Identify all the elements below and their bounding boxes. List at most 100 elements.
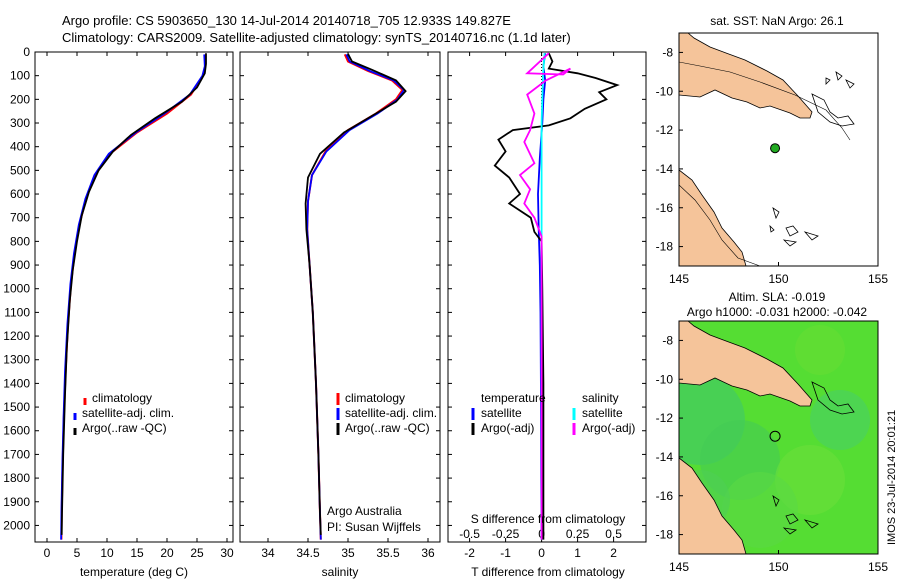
depth-tick-label: 900	[10, 258, 30, 272]
lat-tick-label: -14	[656, 162, 674, 176]
s-diff-xlabel: S difference from climatology	[471, 512, 626, 526]
louisiade-islands	[811, 381, 855, 415]
lat-tick-label: -10	[656, 372, 674, 386]
sla-map-lat-ticks: -8 -10 -12 -14 -16 -18	[656, 333, 683, 542]
difference-legend: temperature salinity satellite Argo(-adj…	[471, 391, 635, 435]
x-tick-label: 0	[44, 546, 51, 560]
depth-tick-label: 1600	[3, 424, 30, 438]
legend-label-satellite: satellite-adj. clim.	[345, 406, 437, 420]
salinity-series	[304, 53, 407, 540]
queensland-land	[679, 169, 747, 266]
lon-tick-label: 155	[868, 560, 888, 574]
s-tick-label: -0.25	[492, 527, 520, 541]
lat-tick-label: -16	[656, 201, 674, 215]
salinity-frame	[239, 51, 441, 543]
float-location-marker	[769, 430, 781, 442]
sla-field-cell	[722, 472, 798, 548]
legend-label-s-satellite: satellite	[582, 406, 623, 420]
lat-tick-label: -14	[656, 450, 674, 464]
float-location-marker	[770, 143, 781, 154]
depth-tick-label: 1800	[3, 471, 30, 485]
s-tick-label: 0.5	[605, 527, 622, 541]
x-tick-label: 35.5	[376, 546, 400, 560]
sla-map-lon-ticks: 145 150 155	[669, 550, 888, 574]
sla-map-title-1: Altim. SLA: -0.019	[729, 290, 826, 304]
x-tick-label: 30	[220, 546, 234, 560]
new-guinea-land	[679, 33, 813, 119]
lat-tick-label: -18	[656, 240, 674, 254]
t-diff-ticks: -2 -1 0 1 2	[464, 52, 617, 560]
pi-label: PI: Susan Wijffels	[327, 520, 421, 534]
x-tick-label: 34.5	[296, 546, 320, 560]
depth-tick-label: 1100	[4, 305, 30, 319]
lat-tick-label: -18	[656, 528, 674, 542]
legend-header-temperature: temperature	[481, 391, 546, 405]
x-tick-label: 35	[341, 546, 355, 560]
x-tick-label: 36	[421, 546, 435, 560]
salinity-ticks: 34 34.5 35 35.5 36	[261, 52, 435, 560]
s-tick-label: -0.5	[459, 527, 480, 541]
salinity-legend: climatology satellite-adj. clim. Argo(..…	[336, 391, 437, 435]
x-tick-label: 0	[538, 546, 545, 560]
legend-label-t-argo: Argo(-adj)	[481, 421, 534, 435]
diff-depth-ticks	[448, 51, 646, 526]
coral-islands	[772, 495, 819, 535]
depth-tick-label: 200	[10, 92, 30, 106]
series-line-s-argo-adj-	[518, 52, 571, 540]
legend-label-satellite: satellite-adj. clim.	[82, 406, 174, 420]
legend-label-climatology: climatology	[345, 391, 405, 405]
x-tick-label: -2	[464, 546, 475, 560]
sla-map-field	[679, 321, 878, 554]
x-tick-label: 25	[190, 546, 204, 560]
x-tick-label: 2	[610, 546, 617, 560]
x-tick-label: 5	[74, 546, 81, 560]
x-tick-label: 1	[574, 546, 581, 560]
difference-panel: -2 -1 0 1 2 -0.5 -0.25 0 0.25 0.5 temperature sa…	[447, 51, 647, 579]
depth-tick-label: 500	[10, 163, 30, 177]
depth-ticks: 0 100 200 300 400 500 600 700 800 900 1000 1100 1200…	[3, 45, 233, 532]
salinity-xlabel: salinity	[322, 565, 359, 579]
series-line-argo-raw-qc-	[60, 53, 207, 535]
lon-tick-label: 155	[868, 272, 888, 286]
louisiade-islands	[811, 71, 855, 127]
lat-tick-label: -12	[656, 411, 674, 425]
x-tick-label: 34	[261, 546, 275, 560]
depth-tick-label: 1500	[3, 400, 30, 414]
depth-tick-label: 400	[10, 140, 30, 154]
sla-map-panel: Altim. SLA: -0.019 Argo h1000: -0.031 h2…	[656, 290, 889, 574]
depth-tick-label: 100	[10, 69, 30, 83]
temperature-frame	[34, 51, 234, 543]
sla-field-cell	[795, 325, 845, 375]
legend-label-climatology: climatology	[92, 391, 152, 405]
depth-tick-label: 300	[10, 116, 30, 130]
x-tick-label: -1	[500, 546, 511, 560]
lat-tick-label: -8	[662, 45, 673, 59]
sla-map-title-2: Argo h1000: -0.031 h2000: -0.042	[687, 305, 867, 319]
t-diff-xlabel: T difference from climatology	[471, 565, 625, 579]
temperature-ticks: 0 5 10 15 20 25 30	[44, 52, 234, 560]
depth-tick-label: 1700	[3, 447, 30, 461]
header-line1: Argo profile: CS 5903650_130 14-Jul-2014…	[62, 13, 511, 28]
x-tick-label: 10	[100, 546, 114, 560]
depth-tick-label: 1900	[3, 495, 30, 509]
sla-field-cell	[810, 390, 870, 450]
new-guinea-land	[679, 321, 813, 407]
temperature-series	[60, 53, 207, 540]
lat-tick-label: -10	[656, 84, 674, 98]
legend-header-salinity: salinity	[582, 391, 619, 405]
difference-series	[493, 52, 620, 540]
header-line2: Climatology: CARS2009. Satellite-adjuste…	[62, 30, 571, 45]
sst-map-lat-ticks: -8 -10 -12 -14 -16 -18	[656, 45, 683, 254]
sst-map-lon-ticks: 145 150 155	[669, 262, 888, 286]
queensland-land	[679, 457, 747, 554]
sst-map-title: sat. SST: NaN Argo: 26.1	[710, 14, 844, 28]
temperature-legend: climatology satellite-adj. clim. Argo(..…	[73, 391, 174, 435]
imos-timestamp: IMOS 23-Jul-2014 20:01:21	[886, 410, 898, 545]
x-tick-label: 20	[160, 546, 174, 560]
lat-tick-label: -12	[656, 123, 674, 137]
depth-tick-label: 800	[10, 234, 30, 248]
depth-tick-label: 1400	[3, 376, 30, 390]
s-tick-label: 0.25	[566, 527, 590, 541]
salinity-depth-ticks	[240, 51, 440, 526]
